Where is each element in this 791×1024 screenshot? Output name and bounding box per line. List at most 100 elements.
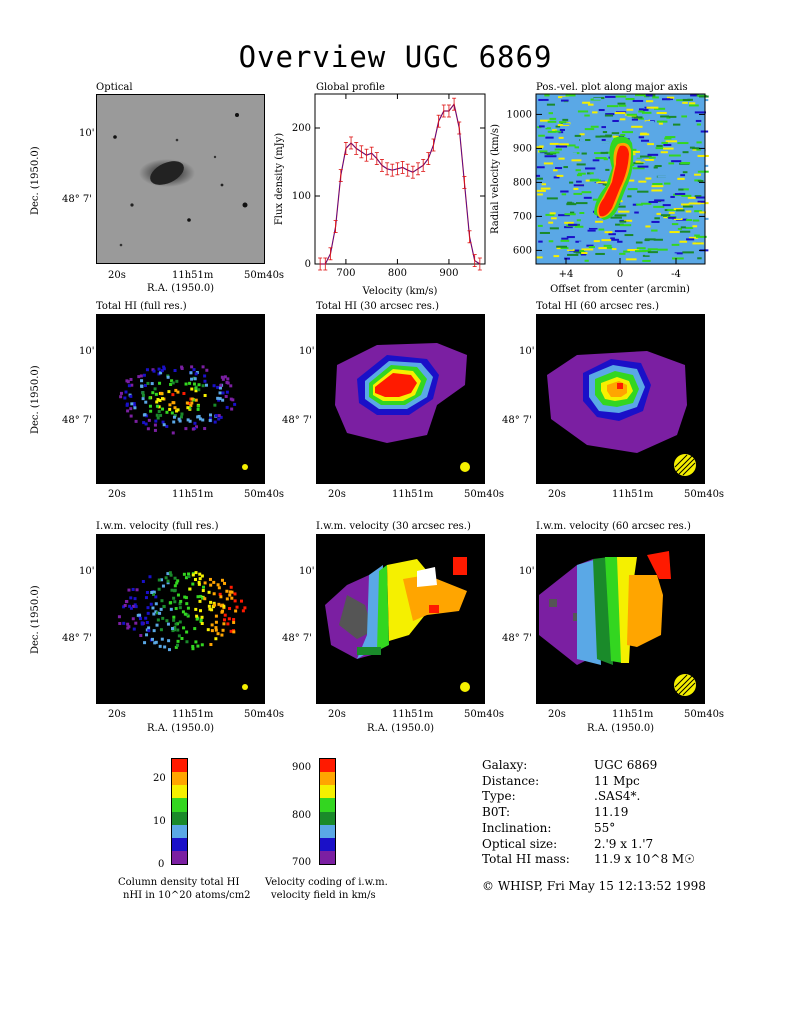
vel-30-dec-tick-7: 48° 7' (282, 633, 313, 644)
info-key: Type: (482, 789, 516, 804)
gp-xtick: 700 (336, 268, 355, 279)
optical-dec-tick-10: 10' (79, 128, 95, 139)
gp-ytick: 0 (305, 259, 311, 270)
hi-dec-label: Dec. (1950.0) (30, 365, 41, 434)
colorbar-segment (320, 811, 335, 825)
optical-ra-tick-40: 50m40s (244, 270, 285, 281)
info-value: 11 Mpc (594, 773, 640, 788)
pv-xtick: -4 (671, 269, 681, 280)
info-key: Optical size: (482, 836, 558, 851)
colorbar-segment (320, 785, 335, 799)
pv-xtick: 0 (617, 269, 623, 280)
hi-60-pixels (547, 351, 696, 476)
gp-xtick: 800 (388, 268, 407, 279)
hi-30-dec-tick-10: 10' (299, 346, 315, 357)
info-key: Galaxy: (482, 758, 528, 772)
vel-60-ra-20: 20s (548, 709, 566, 720)
info-value: 55° (594, 820, 616, 835)
colorbar-segment (172, 811, 187, 825)
pv-core (598, 145, 629, 217)
vel-full-ra-20: 20s (108, 709, 126, 720)
page-title: Overview UGC 6869 (238, 40, 553, 74)
column-density-colorbar (171, 758, 188, 865)
optical-image (96, 94, 265, 264)
gp-frame (314, 93, 486, 265)
cb2-caption1: Velocity coding of i.w.m. (265, 877, 388, 888)
vel-dec-label: Dec. (1950.0) (30, 585, 41, 654)
vel-30-ra-51: 11h51m (392, 709, 434, 720)
vel-60-ra-51: 11h51m (612, 709, 654, 720)
colorbar-segment (320, 824, 335, 838)
vel-30-dec-tick-10: 10' (299, 566, 315, 577)
hi-30-dec-tick-7: 48° 7' (282, 415, 313, 426)
cb1-tick-0: 0 (158, 859, 165, 870)
hi-30-ra-51: 11h51m (392, 489, 434, 500)
cb2-tick-800: 800 (292, 810, 312, 821)
colorbar-segment (172, 759, 187, 773)
info-key: Total HI mass: (482, 852, 570, 867)
cb2-tick-700: 700 (292, 857, 312, 868)
info-value: UGC 6869 (594, 758, 658, 772)
hi-60-ra-40: 50m40s (684, 489, 725, 500)
global-profile-title: Global profile (316, 82, 385, 93)
hi-full-dec-tick-10: 10' (79, 346, 95, 357)
vel-60-dec-tick-7: 48° 7' (502, 633, 533, 644)
vel-full-ra-40: 50m40s (244, 709, 285, 720)
hi-60-dec-tick-10: 10' (519, 346, 535, 357)
cb1-tick-10: 10 (153, 816, 166, 827)
hi-30-map (316, 314, 485, 484)
gp-ylabel: Flux density (mJy) (274, 133, 285, 225)
vel-60-pixels (539, 551, 696, 696)
hi-30-ra-20: 20s (328, 489, 346, 500)
gp-ytick: 100 (292, 191, 311, 202)
cb2-caption2: velocity field in km/s (271, 890, 376, 901)
velocity-colorbar (319, 758, 336, 865)
hi-full-map (96, 314, 265, 484)
vel-full-dec-tick-7: 48° 7' (62, 633, 93, 644)
pv-ytick: 1000 (507, 109, 532, 120)
colorbar-segment (172, 772, 187, 786)
hi-60-dec-tick-7: 48° 7' (502, 415, 533, 426)
hi-full-pixels (119, 365, 248, 470)
gp-xlabel: Velocity (km/s) (362, 286, 438, 297)
cb2-tick-900: 900 (292, 762, 312, 773)
vel-30-pixels (325, 557, 470, 692)
vel-full-title: I.w.m. velocity (full res.) (96, 521, 219, 532)
optical-dec-tick-7: 48° 7' (62, 194, 93, 205)
optical-ra-tick-20: 20s (108, 270, 126, 281)
hi-full-title: Total HI (full res.) (96, 301, 187, 312)
gp-xtick: 900 (439, 268, 458, 279)
info-value: 11.19 (594, 805, 629, 820)
vel-60-ra-40: 50m40s (684, 709, 725, 720)
colorbar-segment (172, 824, 187, 838)
info-value: 11.9 x 10^8 M☉ (594, 852, 695, 867)
hi-full-dec-tick-7: 48° 7' (62, 415, 93, 426)
colorbar-segment (172, 798, 187, 812)
colorbar-segment (320, 837, 335, 851)
optical-dec-label: Dec. (1950.0) (30, 146, 41, 215)
gp-series-line (320, 102, 481, 265)
pv-xtick: +4 (559, 269, 574, 280)
pv-chart: 600 700 800 900 1000 +4 0 -4 Offset from center… (490, 93, 709, 295)
optical-title: Optical (96, 82, 133, 93)
optical-ra-tick-51: 11h51m (172, 270, 214, 281)
hi-30-title: Total HI (30 arcsec res.) (316, 301, 440, 312)
credit: © WHISP, Fri May 15 12:13:52 1998 (482, 879, 706, 893)
hi-full-ra-51: 11h51m (172, 489, 214, 500)
hi-30-ra-40: 50m40s (464, 489, 505, 500)
vel-full-map (96, 534, 265, 704)
vel-30-map (316, 534, 485, 704)
colorbar-segment (320, 759, 335, 773)
pv-title: Pos.-vel. plot along major axis (536, 82, 688, 93)
info-value: .SAS4*. (594, 789, 641, 804)
vel-full-ra-label: R.A. (1950.0) (147, 723, 215, 734)
vel-60-map (536, 534, 705, 704)
vel-30-ra-40: 50m40s (464, 709, 505, 720)
pv-ytick: 700 (513, 211, 532, 222)
global-profile-chart: 700 800 900 0 100 200 Velocity (km/s) Flux de… (274, 93, 486, 297)
pv-ytick: 900 (513, 143, 532, 154)
pv-xlabel: Offset from center (arcmin) (550, 284, 690, 295)
cb1-tick-20: 20 (153, 773, 166, 784)
vel-60-dec-tick-10: 10' (519, 566, 535, 577)
optical-ra-label: R.A. (1950.0) (147, 283, 215, 294)
